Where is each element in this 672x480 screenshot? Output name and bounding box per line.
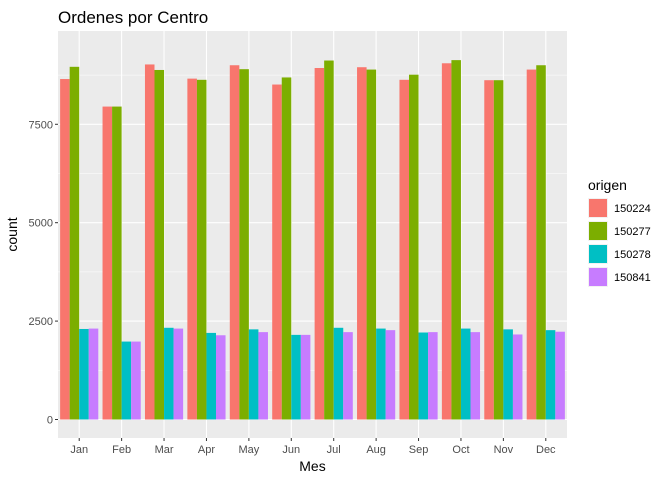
bar-150841-mar <box>173 328 184 420</box>
bar-150278-feb <box>121 341 132 420</box>
bar-150278-mar <box>164 327 174 420</box>
y-tick-label: 7500 <box>29 119 53 131</box>
legend-label-150841: 150841 <box>614 272 651 284</box>
bar-150841-apr <box>216 335 226 420</box>
bar-150841-sep <box>428 332 438 420</box>
bar-150841-dec <box>555 331 565 420</box>
bar-150224-sep <box>399 79 409 420</box>
bar-150278-jun <box>291 334 301 420</box>
bar-150224-may <box>229 65 240 420</box>
legend-title: origen <box>588 177 627 193</box>
x-tick-label-jul: Jul <box>327 444 341 456</box>
minor-gridlines <box>58 74 567 371</box>
legend-label-150224: 150224 <box>614 203 651 215</box>
bar-150224-nov <box>484 80 494 420</box>
bar-150277-nov <box>493 80 504 420</box>
x-axis: Jan Feb Mar Apr May Jun Jul Aug Sep Oct Nov Dec <box>70 438 556 456</box>
bar-150841-jul <box>343 332 353 420</box>
bar-150224-apr <box>187 78 197 420</box>
chart-title: Ordenes por Centro <box>58 8 208 27</box>
bar-150278-may <box>248 329 259 420</box>
legend-key-150224 <box>589 199 607 217</box>
legend-key-150277 <box>589 222 607 240</box>
x-tick-label-feb: Feb <box>112 444 131 456</box>
x-tick-label-jan: Jan <box>70 444 88 456</box>
legend-key-150841 <box>589 268 607 286</box>
bar-150224-jul <box>314 68 325 420</box>
legend-key-150278 <box>589 245 607 263</box>
legend: origen 150224 150277 150278 150841 <box>588 177 651 287</box>
bar-150277-dec <box>536 65 546 420</box>
bar-150841-jun <box>300 334 311 420</box>
x-tick-label-mar: Mar <box>155 444 174 456</box>
bar-150841-oct <box>470 332 481 420</box>
x-tick-label-nov: Nov <box>494 444 514 456</box>
bar-150277-feb <box>112 106 122 420</box>
y-tick-label: 5000 <box>29 218 53 230</box>
bar-150224-oct <box>441 63 452 420</box>
legend-label-150278: 150278 <box>614 249 651 261</box>
y-tick-label: 0 <box>47 415 53 427</box>
bar-150224-feb <box>102 106 113 420</box>
x-tick-label-oct: Oct <box>452 444 469 456</box>
bar-150278-oct <box>460 328 471 420</box>
bar-150277-aug <box>366 69 377 420</box>
bar-150278-apr <box>206 332 217 420</box>
x-tick-label-may: May <box>238 444 259 456</box>
bar-150277-sep <box>408 74 419 420</box>
bars <box>60 60 565 420</box>
bar-150277-jan <box>69 66 80 420</box>
bar-150278-jul <box>333 327 344 420</box>
x-tick-label-dec: Dec <box>536 444 556 456</box>
bar-150224-aug <box>357 67 367 420</box>
bar-150278-nov <box>503 329 513 420</box>
bar-150278-jan <box>79 328 89 420</box>
bar-150841-may <box>258 332 268 420</box>
x-tick-label-apr: Apr <box>198 444 215 456</box>
y-tick-label: 2500 <box>29 316 53 328</box>
bar-150278-dec <box>545 330 556 420</box>
bar-150278-sep <box>418 332 429 420</box>
x-tick-label-sep: Sep <box>409 444 429 456</box>
bar-150841-nov <box>512 334 523 420</box>
bar-150841-feb <box>131 341 141 420</box>
bar-150277-apr <box>196 79 207 420</box>
y-axis: 0 2500 5000 7500 <box>29 119 58 427</box>
bar-150277-jun <box>281 77 292 420</box>
bar-150277-may <box>239 69 249 420</box>
bar-150277-jul <box>324 60 334 420</box>
bar-150224-mar <box>144 64 155 420</box>
x-tick-label-aug: Aug <box>366 444 386 456</box>
bar-150841-jan <box>88 328 99 420</box>
x-axis-title: Mes <box>299 458 325 474</box>
bar-150277-mar <box>154 69 165 420</box>
y-axis-title: count <box>4 217 20 251</box>
bar-150224-jun <box>272 84 282 420</box>
legend-label-150277: 150277 <box>614 226 651 238</box>
x-tick-label-jun: Jun <box>282 444 300 456</box>
bar-150224-dec <box>526 69 537 420</box>
bar-150277-oct <box>451 60 461 420</box>
bar-150278-aug <box>376 328 386 420</box>
bar-150841-aug <box>385 330 396 420</box>
bar-150224-jan <box>60 79 70 420</box>
